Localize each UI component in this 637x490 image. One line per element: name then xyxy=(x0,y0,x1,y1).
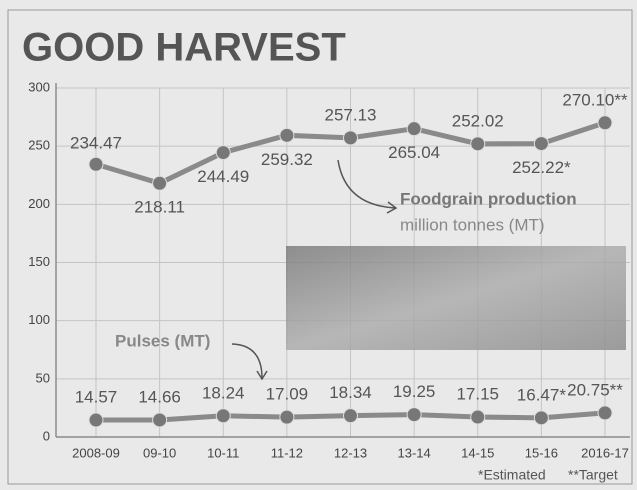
x-tick-label: 12-13 xyxy=(334,445,367,460)
value-label: 257.13 xyxy=(325,105,377,124)
y-tick-label: 50 xyxy=(36,370,50,385)
y-tick-label: 100 xyxy=(28,312,50,327)
marker xyxy=(471,410,485,424)
marker xyxy=(344,409,358,423)
value-label: 17.09 xyxy=(266,385,309,404)
photo xyxy=(286,246,626,350)
x-tick-label: 15-16 xyxy=(525,445,558,460)
x-tick-label: 14-15 xyxy=(461,445,494,460)
value-label: 270.10** xyxy=(562,90,628,109)
marker xyxy=(216,146,230,160)
x-tick-label: 11-12 xyxy=(271,445,303,460)
value-label: 244.49 xyxy=(197,167,249,186)
footnote: **Target xyxy=(568,467,618,483)
x-tick-label: 13-14 xyxy=(398,445,431,460)
marker xyxy=(407,408,421,422)
value-label: 18.34 xyxy=(329,383,372,402)
marker xyxy=(216,409,230,423)
marker xyxy=(407,122,421,136)
chart: GOOD HARVEST Foodgrain production millio… xyxy=(0,0,637,490)
marker xyxy=(280,410,294,424)
marker xyxy=(471,137,485,151)
value-label: 252.02 xyxy=(452,111,504,130)
value-label: 16.47* xyxy=(517,385,567,404)
marker xyxy=(598,406,612,420)
marker xyxy=(534,411,548,425)
chart-title: GOOD HARVEST xyxy=(22,26,346,70)
value-label: 252.22* xyxy=(512,158,571,177)
value-label: 20.75** xyxy=(567,380,623,399)
series-label: Foodgrain production xyxy=(400,189,577,208)
value-label: 218.11 xyxy=(134,198,185,217)
marker xyxy=(153,176,167,190)
x-tick-label: 2016-17 xyxy=(581,445,629,460)
annotation: million tonnes (MT) xyxy=(400,215,545,234)
x-tick-label: 09-10 xyxy=(143,445,176,460)
value-label: 18.24 xyxy=(202,383,245,402)
y-tick-label: 300 xyxy=(28,79,50,94)
value-label: 14.57 xyxy=(75,388,118,407)
page: GOOD HARVEST Foodgrain production millio… xyxy=(0,0,637,490)
y-tick-label: 150 xyxy=(28,254,50,269)
footnote: *Estimated xyxy=(478,467,546,483)
value-label: 259.32 xyxy=(261,150,313,169)
value-label: 265.04 xyxy=(388,143,440,162)
marker xyxy=(89,157,103,171)
value-label: 234.47 xyxy=(70,134,122,153)
y-tick-label: 250 xyxy=(28,138,50,153)
marker xyxy=(534,137,548,151)
marker xyxy=(598,116,612,130)
y-tick-label: 0 xyxy=(43,428,50,443)
marker xyxy=(153,413,167,427)
value-label: 14.66 xyxy=(138,387,181,406)
series-label: Pulses (MT) xyxy=(115,331,210,350)
marker xyxy=(89,413,103,427)
marker xyxy=(280,128,294,142)
x-tick-label: 10-11 xyxy=(207,445,239,460)
value-label: 17.15 xyxy=(456,385,499,404)
value-label: 19.25 xyxy=(393,382,436,401)
y-tick-label: 200 xyxy=(28,196,50,211)
x-tick-label: 2008-09 xyxy=(72,445,120,460)
marker xyxy=(344,131,358,145)
